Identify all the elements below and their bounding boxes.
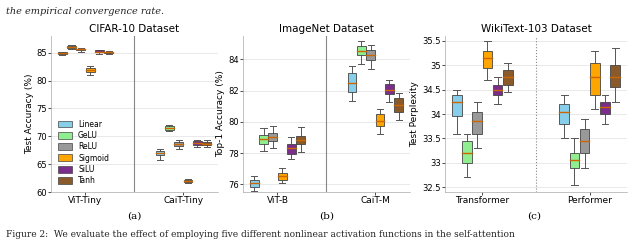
Bar bbox=[76, 48, 85, 50]
Bar bbox=[376, 114, 385, 126]
Bar bbox=[611, 65, 620, 87]
Bar bbox=[202, 142, 211, 145]
Legend: Linear, GeLU, ReLU, Sigmoid, SiLU, Tanh: Linear, GeLU, ReLU, Sigmoid, SiLU, Tanh bbox=[57, 118, 111, 187]
Y-axis label: Test Perplexity: Test Perplexity bbox=[410, 81, 419, 147]
Bar bbox=[268, 133, 277, 141]
Bar bbox=[462, 141, 472, 163]
Text: (a): (a) bbox=[127, 211, 141, 220]
Bar bbox=[287, 144, 296, 154]
Bar bbox=[67, 46, 76, 48]
Bar bbox=[503, 70, 513, 85]
Bar bbox=[58, 52, 67, 54]
Bar bbox=[385, 84, 394, 94]
Text: Figure 2:  We evaluate the effect of employing five different nonlinear activati: Figure 2: We evaluate the effect of empl… bbox=[6, 230, 515, 240]
Bar bbox=[559, 104, 569, 124]
Bar bbox=[493, 85, 502, 95]
Bar bbox=[278, 173, 287, 180]
Bar bbox=[366, 50, 375, 60]
Y-axis label: Top-1 Accuracy (%): Top-1 Accuracy (%) bbox=[216, 71, 225, 157]
Bar bbox=[156, 151, 164, 155]
Bar bbox=[86, 68, 95, 72]
Bar bbox=[570, 153, 579, 168]
Bar bbox=[394, 98, 403, 112]
Bar bbox=[104, 52, 113, 53]
Bar bbox=[95, 50, 104, 52]
Bar bbox=[259, 135, 268, 144]
Bar bbox=[193, 141, 202, 145]
Bar bbox=[184, 180, 193, 182]
Bar bbox=[580, 129, 589, 153]
Title: CIFAR-10 Dataset: CIFAR-10 Dataset bbox=[90, 24, 179, 34]
Bar bbox=[590, 63, 600, 95]
Bar bbox=[472, 112, 482, 133]
Bar bbox=[165, 126, 174, 130]
Bar bbox=[250, 180, 259, 186]
Text: (b): (b) bbox=[319, 211, 334, 220]
Bar bbox=[483, 51, 492, 68]
Bar bbox=[357, 46, 366, 55]
Y-axis label: Test Accuracy (%): Test Accuracy (%) bbox=[24, 74, 34, 154]
Bar bbox=[174, 142, 183, 146]
Title: ImageNet Dataset: ImageNet Dataset bbox=[279, 24, 374, 34]
Bar bbox=[452, 95, 461, 116]
Text: the empirical convergence rate.: the empirical convergence rate. bbox=[6, 7, 164, 16]
Bar bbox=[348, 73, 356, 92]
Bar bbox=[296, 136, 305, 144]
Bar bbox=[600, 102, 610, 114]
Text: (c): (c) bbox=[527, 211, 541, 220]
Title: WikiText-103 Dataset: WikiText-103 Dataset bbox=[481, 24, 591, 34]
